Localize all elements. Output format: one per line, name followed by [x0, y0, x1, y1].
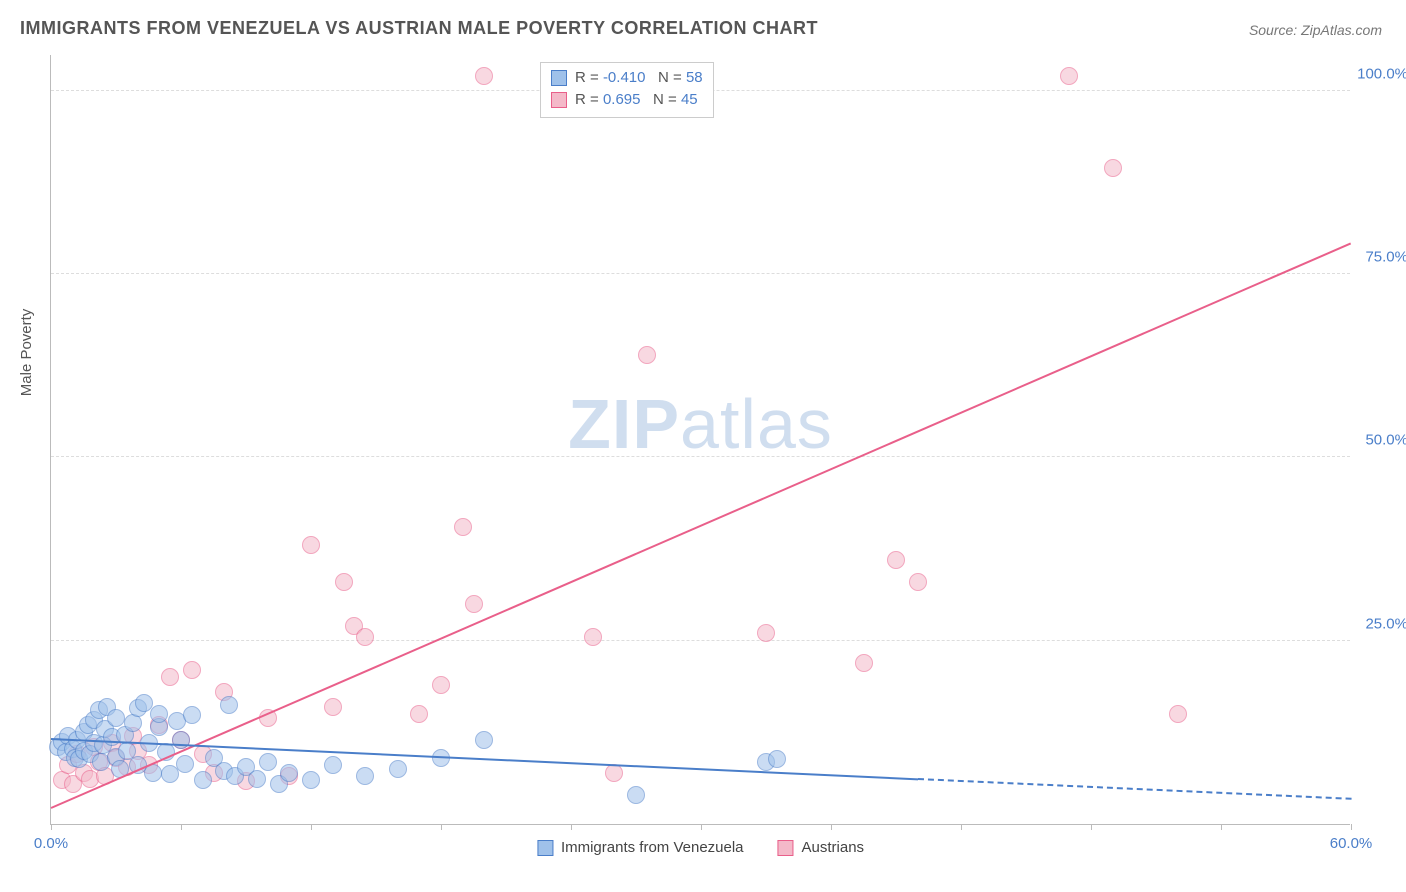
x-tick-label: 0.0% — [34, 835, 68, 852]
y-tick-label: 50.0% — [1365, 432, 1406, 449]
x-tick — [51, 824, 52, 830]
data-point — [887, 551, 905, 569]
x-tick — [311, 824, 312, 830]
x-tick — [441, 824, 442, 830]
data-point — [194, 771, 212, 789]
data-point — [161, 668, 179, 686]
data-point — [454, 518, 472, 536]
y-axis-label: Male Poverty — [18, 309, 35, 397]
gridline-h — [51, 273, 1350, 274]
legend-row: R = 0.695 N = 45 — [551, 89, 703, 111]
legend-stat-text: R = 0.695 N = 45 — [575, 89, 698, 111]
legend-swatch — [537, 840, 553, 856]
chart-title: IMMIGRANTS FROM VENEZUELA VS AUSTRIAN MA… — [20, 18, 818, 39]
y-tick-label: 25.0% — [1365, 615, 1406, 632]
legend-correlation-box: R = -0.410 N = 58R = 0.695 N = 45 — [540, 62, 714, 118]
x-tick — [1221, 824, 1222, 830]
data-point — [638, 346, 656, 364]
data-point — [410, 705, 428, 723]
data-point — [432, 676, 450, 694]
legend-swatch — [551, 92, 567, 108]
x-tick — [181, 824, 182, 830]
data-point — [324, 698, 342, 716]
data-point — [475, 67, 493, 85]
legend-swatch — [551, 70, 567, 86]
legend-series-label: Austrians — [802, 839, 865, 856]
gridline-h — [51, 640, 1350, 641]
data-point — [1060, 67, 1078, 85]
data-point — [909, 573, 927, 591]
data-point — [1169, 705, 1187, 723]
data-point — [259, 753, 277, 771]
data-point — [335, 573, 353, 591]
legend-swatch — [778, 840, 794, 856]
x-tick — [831, 824, 832, 830]
x-tick — [961, 824, 962, 830]
legend-series-label: Immigrants from Venezuela — [561, 839, 744, 856]
data-point — [1104, 159, 1122, 177]
data-point — [302, 771, 320, 789]
plot-area: ZIPatlas Immigrants from VenezuelaAustri… — [50, 55, 1350, 825]
watermark: ZIPatlas — [568, 384, 833, 464]
data-point — [176, 755, 194, 773]
x-tick — [571, 824, 572, 830]
data-point — [248, 770, 266, 788]
data-point — [584, 628, 602, 646]
trend-line — [51, 243, 1352, 809]
data-point — [627, 786, 645, 804]
x-tick — [701, 824, 702, 830]
x-tick-label: 60.0% — [1330, 835, 1373, 852]
data-point — [389, 760, 407, 778]
data-point — [768, 750, 786, 768]
gridline-h — [51, 456, 1350, 457]
data-point — [356, 628, 374, 646]
data-point — [475, 731, 493, 749]
y-tick-label: 100.0% — [1357, 65, 1406, 82]
legend-row: R = -0.410 N = 58 — [551, 67, 703, 89]
data-point — [324, 756, 342, 774]
data-point — [280, 764, 298, 782]
x-tick — [1351, 824, 1352, 830]
x-tick — [1091, 824, 1092, 830]
legend-stat-text: R = -0.410 N = 58 — [575, 67, 703, 89]
data-point — [855, 654, 873, 672]
trend-line — [918, 778, 1351, 800]
y-tick-label: 75.0% — [1365, 249, 1406, 266]
data-point — [356, 767, 374, 785]
legend-bottom: Immigrants from Venezuela Austrians — [537, 839, 864, 856]
data-point — [150, 705, 168, 723]
data-point — [183, 706, 201, 724]
data-point — [302, 536, 320, 554]
data-point — [465, 595, 483, 613]
source-label: Source: ZipAtlas.com — [1249, 22, 1382, 38]
legend-bottom-item: Austrians — [778, 839, 865, 856]
data-point — [757, 624, 775, 642]
data-point — [183, 661, 201, 679]
data-point — [107, 709, 125, 727]
data-point — [220, 696, 238, 714]
legend-bottom-item: Immigrants from Venezuela — [537, 839, 744, 856]
